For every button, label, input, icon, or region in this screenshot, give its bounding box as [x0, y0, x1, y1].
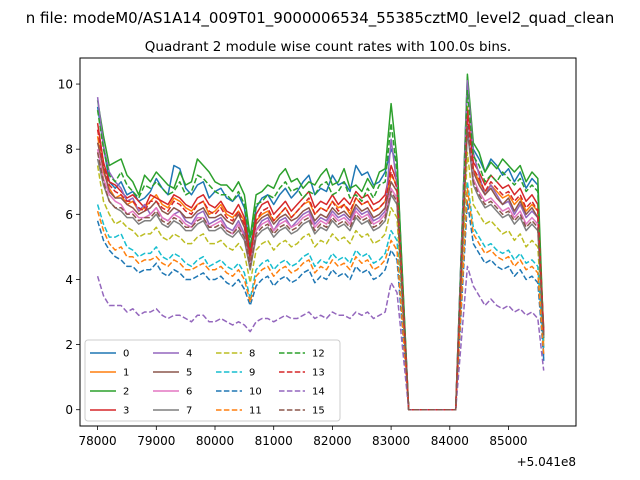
- series-line-9: [96, 181, 545, 411]
- series-line-5: [96, 122, 545, 411]
- legend-label-7: 7: [186, 406, 192, 417]
- legend-label-8: 8: [249, 349, 255, 360]
- axis-ticks: 78000 79000 80000 81000 82000 83000 84000 85000…: [58, 78, 528, 448]
- series-line-12: [96, 89, 545, 411]
- y-tick-label: 2: [65, 338, 73, 352]
- legend-label-1: 1: [123, 368, 129, 379]
- x-tick-label: 81000: [255, 434, 293, 448]
- y-tick-label: 10: [58, 78, 73, 92]
- series-line-2: [96, 73, 545, 411]
- series-line-11: [96, 187, 545, 411]
- legend-label-11: 11: [249, 406, 262, 417]
- series-line-7: [96, 128, 545, 411]
- y-tick-label: 6: [65, 208, 73, 222]
- legend-label-9: 9: [249, 368, 255, 379]
- legend-label-2: 2: [123, 387, 129, 398]
- series-line-15: [96, 125, 545, 411]
- y-tick-label: 8: [65, 143, 73, 157]
- x-tick-label: 84000: [431, 434, 469, 448]
- legend-label-13: 13: [312, 368, 325, 379]
- axes-title: Quadrant 2 module wise count rates with …: [145, 39, 511, 55]
- series-line-1: [96, 106, 545, 411]
- axes-frame: [79, 57, 577, 427]
- figure-suptitle: n file: modeM0/AS1A14_009T01_9000006534_…: [26, 9, 615, 28]
- x-tick-label: 85000: [489, 434, 527, 448]
- legend-label-3: 3: [123, 406, 129, 417]
- legend-label-15: 15: [312, 406, 325, 417]
- legend-label-14: 14: [312, 387, 325, 398]
- x-tick-label: 80000: [196, 434, 234, 448]
- series-line-14: [96, 265, 545, 411]
- x-tick-label: 82000: [313, 434, 351, 448]
- series-line-6: [96, 115, 545, 411]
- y-tick-label: 4: [65, 273, 73, 287]
- x-offset-text: +5.041e8: [517, 455, 576, 469]
- legend-label-4: 4: [186, 349, 192, 360]
- y-tick-label: 0: [65, 403, 73, 417]
- x-tick-label: 79000: [137, 434, 175, 448]
- legend-label-0: 0: [123, 349, 129, 360]
- series-line-13: [96, 115, 545, 411]
- legend-label-12: 12: [312, 349, 325, 360]
- legend-frame: [84, 339, 341, 422]
- series-line-10: [96, 200, 545, 411]
- plot-area: [96, 73, 545, 411]
- legend-label-10: 10: [249, 387, 262, 398]
- legend-label-6: 6: [186, 387, 192, 398]
- series-line-8: [96, 151, 545, 411]
- legend-label-5: 5: [186, 368, 192, 379]
- x-tick-label: 83000: [372, 434, 410, 448]
- x-tick-label: 78000: [79, 434, 117, 448]
